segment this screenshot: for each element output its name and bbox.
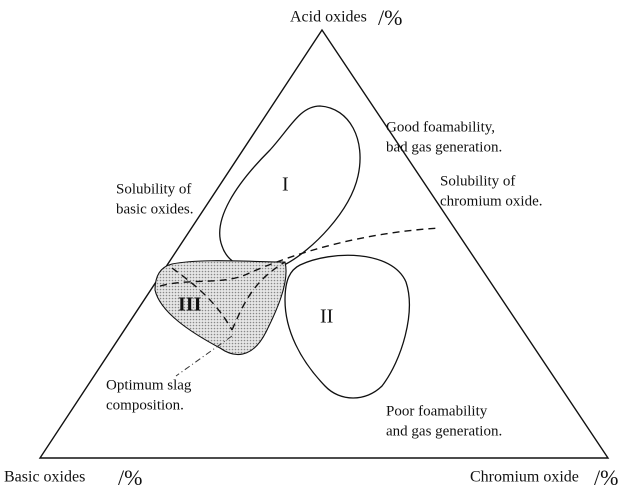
region-iii-area <box>154 260 287 356</box>
annotation-line: Solubility of <box>440 173 515 189</box>
corner-right-unit: /% <box>594 465 618 489</box>
annotation-line: basic oxides. <box>116 201 193 217</box>
annotation-line: composition. <box>106 397 184 413</box>
leader-line <box>175 335 233 377</box>
chromium-solubility-line <box>159 227 441 287</box>
corner-left-unit: /% <box>118 465 142 489</box>
triangle <box>38 28 610 459</box>
corner-top-unit: /% <box>378 5 402 30</box>
region-label: III <box>178 294 202 316</box>
annotation-line: Optimum slag <box>106 377 192 393</box>
annotations: Good foamability, bad gas generation. Solu… <box>106 119 542 439</box>
annotation-line: and gas generation. <box>386 423 502 439</box>
corner-left: Basic oxides <box>4 469 85 486</box>
annotation-line: Solubility of <box>116 181 191 197</box>
region-ii-outline <box>284 254 410 399</box>
annotation-line: Poor foamability <box>386 403 488 419</box>
region-label: II <box>320 306 333 328</box>
region-label: I <box>282 174 289 196</box>
corner-right: Chromium oxide <box>470 469 579 486</box>
annotation-line: chromium oxide. <box>440 193 542 209</box>
corner-top: Acid oxides <box>290 9 367 26</box>
annotation-line: bad gas generation. <box>386 139 502 155</box>
basic-solubility-line <box>171 261 286 331</box>
region-i-outline <box>219 105 361 270</box>
annotation-line: Good foamability, <box>386 119 495 135</box>
